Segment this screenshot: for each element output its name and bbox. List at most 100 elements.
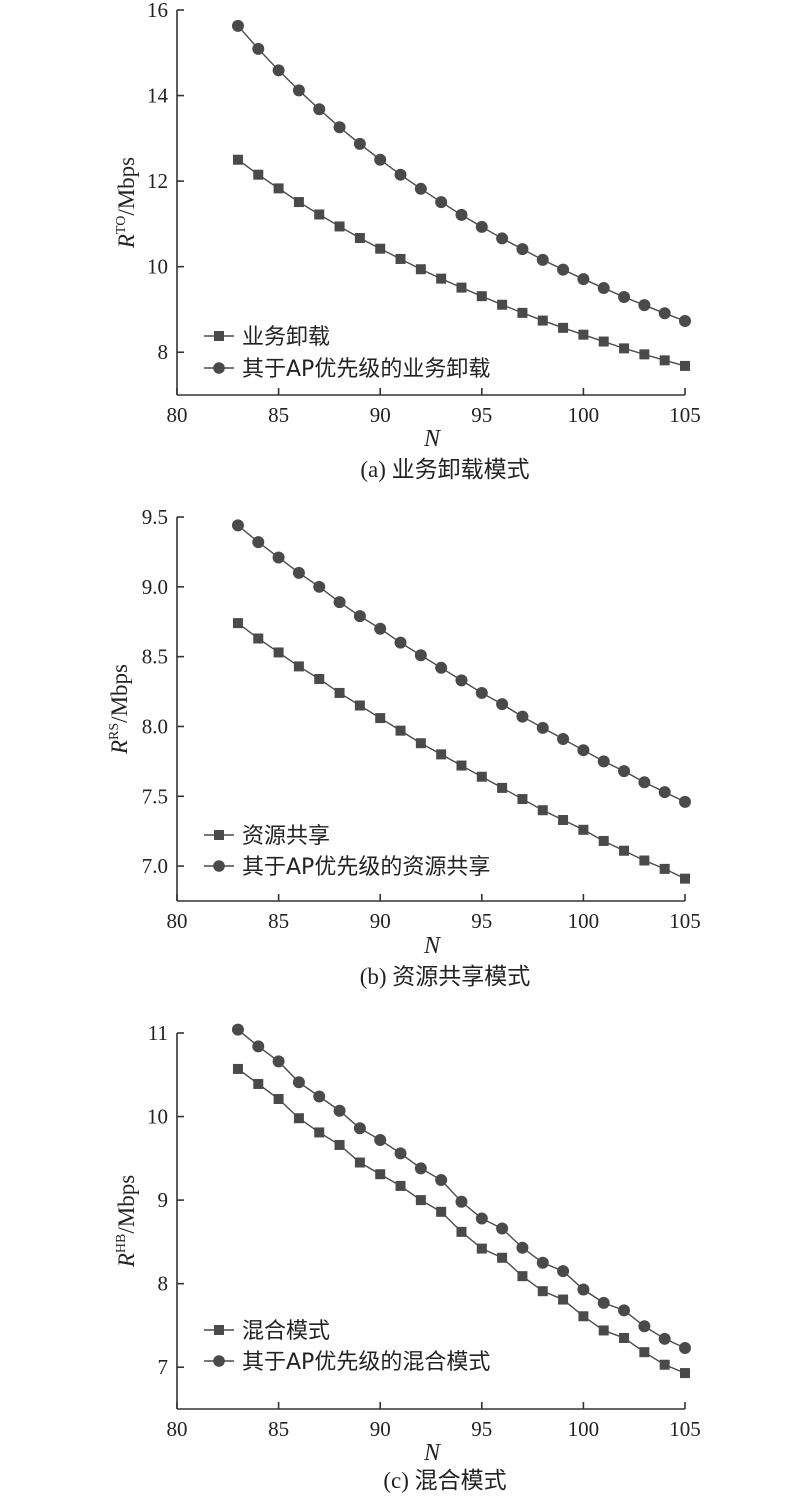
data-point	[232, 20, 244, 32]
data-point	[253, 633, 263, 643]
y-axis-label-superscript: RS	[107, 723, 122, 740]
data-point	[578, 1311, 588, 1321]
y-axis-label-symbol: R	[107, 740, 132, 755]
data-point	[638, 776, 650, 788]
data-point	[659, 307, 671, 319]
data-point	[638, 299, 650, 311]
data-point	[517, 308, 527, 318]
data-point	[293, 567, 305, 579]
data-point	[455, 674, 467, 686]
data-point	[253, 170, 263, 180]
legend-label: 业务卸载	[242, 325, 330, 350]
legend-marker	[213, 362, 225, 374]
data-point	[354, 138, 366, 150]
data-point	[497, 1253, 507, 1263]
data-point	[273, 64, 285, 76]
data-point	[517, 794, 527, 804]
data-point	[415, 183, 427, 195]
data-point	[436, 1207, 446, 1217]
data-point	[639, 856, 649, 866]
data-point	[477, 291, 487, 301]
data-point	[375, 1169, 385, 1179]
data-point	[274, 183, 284, 193]
data-point	[599, 836, 609, 846]
y-tick-label: 8	[158, 340, 169, 364]
y-tick-label: 14	[147, 84, 169, 108]
data-point	[334, 1105, 346, 1117]
y-tick-label: 9.5	[142, 505, 168, 529]
data-point	[537, 722, 549, 734]
x-tick-label: 80	[167, 403, 188, 427]
data-point	[619, 1333, 629, 1343]
data-point	[354, 610, 366, 622]
data-point	[313, 581, 325, 593]
data-point	[659, 786, 671, 798]
data-point	[456, 283, 466, 293]
data-point	[558, 815, 568, 825]
legend-label: 资源共享	[242, 824, 330, 849]
data-point	[456, 1227, 466, 1237]
data-point	[294, 1113, 304, 1123]
y-axis-label-symbol: R	[114, 234, 139, 249]
data-point	[516, 711, 528, 723]
x-tick-label: 100	[568, 403, 600, 427]
y-axis-label: RHB/Mbps	[114, 1175, 139, 1268]
data-point	[680, 1368, 690, 1378]
data-point	[334, 121, 346, 133]
data-point	[233, 1064, 243, 1074]
series-line-2	[238, 525, 685, 801]
data-point	[618, 765, 630, 777]
data-point	[477, 772, 487, 782]
data-point	[375, 713, 385, 723]
data-point	[274, 1094, 284, 1104]
data-point	[435, 196, 447, 208]
y-tick-label: 10	[147, 1105, 168, 1129]
legend-label: 其于AP优先级的资源共享	[242, 855, 490, 880]
data-point	[577, 273, 589, 285]
data-point	[396, 254, 406, 264]
data-point	[619, 343, 629, 353]
data-point	[558, 1295, 568, 1305]
data-point	[233, 155, 243, 165]
data-point	[435, 662, 447, 674]
data-point	[577, 1284, 589, 1296]
data-point	[680, 874, 690, 884]
x-tick-label: 90	[370, 909, 391, 933]
data-point	[599, 1325, 609, 1335]
y-tick-label: 7	[158, 1355, 169, 1379]
data-point	[679, 1342, 691, 1354]
data-point	[416, 1195, 426, 1205]
data-point	[639, 349, 649, 359]
data-point	[557, 733, 569, 745]
x-tick-label: 80	[167, 1417, 188, 1441]
legend-marker	[213, 860, 225, 872]
data-point	[497, 300, 507, 310]
chart-panel-1: 80 85 90 95 100 105 8 10 12 14 16 N RTO/Mbps 业务卸载其于AP…	[114, 0, 701, 482]
chart-panel-3: 80 85 90 95 100 105 7 8 9 10 11 N RHB/Mbps 混合模式其于AP优先…	[114, 1021, 701, 1493]
data-point	[232, 519, 244, 531]
data-point	[476, 687, 488, 699]
x-axis-label: N	[423, 933, 442, 959]
data-point	[374, 1134, 386, 1146]
data-point	[516, 243, 528, 255]
x-axis-label: N	[423, 426, 442, 452]
y-axis-label: RTO/Mbps	[114, 157, 139, 249]
data-point	[455, 209, 467, 221]
x-tick-label: 85	[268, 403, 289, 427]
chart-caption: (a) 业务卸载模式	[360, 457, 529, 482]
data-point	[578, 330, 588, 340]
data-point	[313, 103, 325, 115]
data-point	[537, 254, 549, 266]
data-point	[375, 244, 385, 254]
data-point	[415, 1162, 427, 1174]
data-point	[577, 744, 589, 756]
chart-panel-2: 80 85 90 95 100 105 7.0 7.5 8.0 8.5 9.0 9.5 N RRS/Mbp…	[107, 505, 701, 989]
data-point	[618, 291, 630, 303]
data-point	[538, 316, 548, 326]
data-point	[252, 1040, 264, 1052]
data-point	[273, 1055, 285, 1067]
data-point	[496, 1223, 508, 1235]
data-point	[619, 846, 629, 856]
x-tick-label: 95	[471, 1417, 492, 1441]
chart-caption: (c) 混合模式	[383, 1468, 506, 1493]
